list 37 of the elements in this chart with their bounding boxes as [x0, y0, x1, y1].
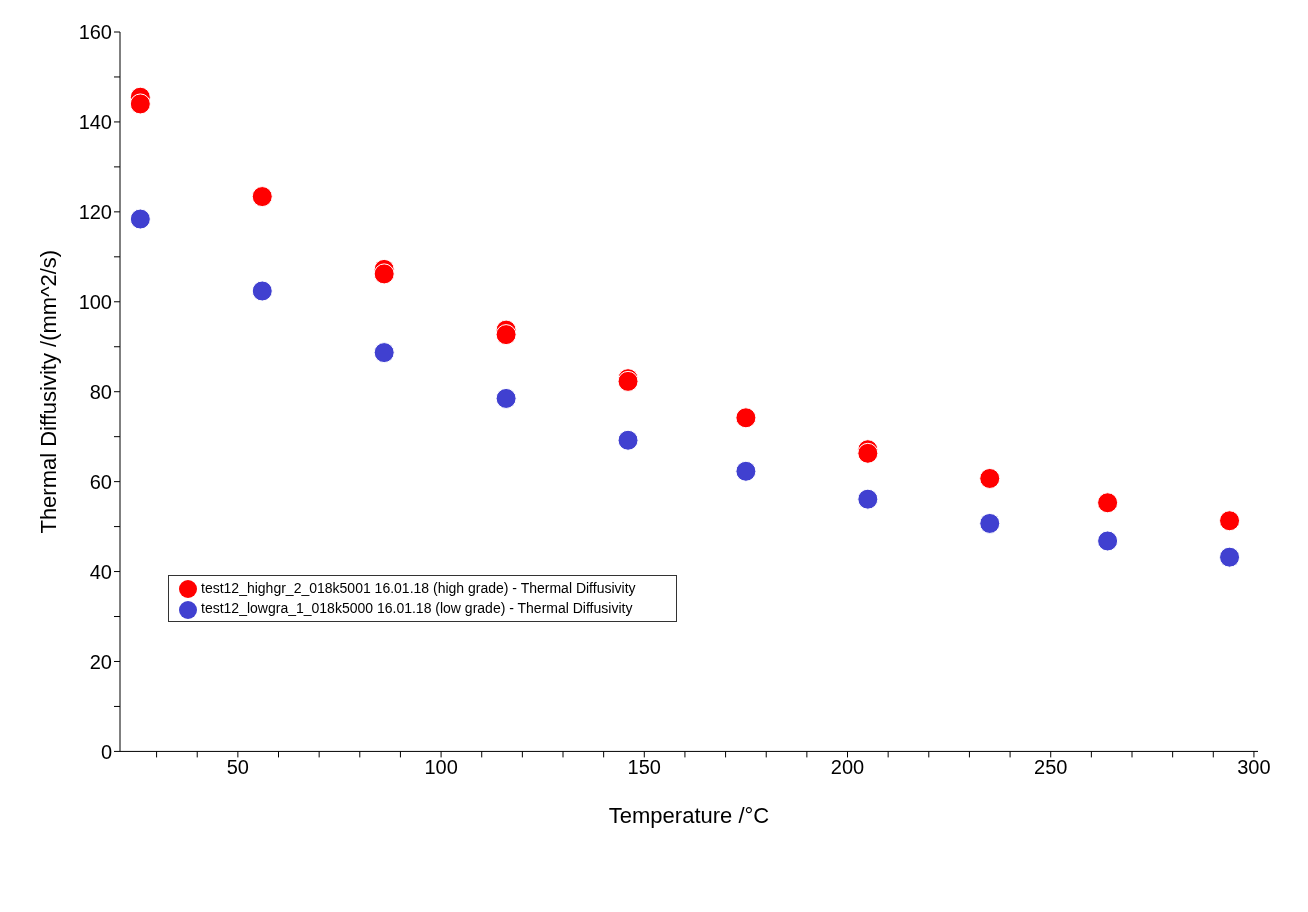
x-tick-label: 250	[1034, 755, 1068, 778]
point	[1097, 530, 1119, 552]
point	[129, 208, 151, 230]
x-axis-title: Temperature /°C	[608, 803, 770, 829]
legend-label: test12_lowgra_1_018k5000 16.01.18 (low grade) - Thermal Diffusivity	[201, 600, 633, 617]
point	[1219, 510, 1241, 532]
y-tick-label: 0	[100, 740, 112, 763]
point	[979, 512, 1001, 534]
y-tick-label: 160	[78, 21, 112, 44]
point	[1097, 492, 1119, 514]
point	[129, 93, 151, 115]
point	[979, 467, 1001, 489]
y-tick-label: 40	[89, 560, 112, 583]
x-tick-label: 50	[226, 755, 249, 778]
x-tick-label: 100	[424, 755, 458, 778]
point	[735, 460, 757, 482]
point	[735, 407, 757, 429]
point	[617, 429, 639, 451]
x-tick-label: 300	[1237, 755, 1271, 778]
y-tick-label: 20	[89, 650, 112, 673]
legend-label: test12_highgr_2_018k5001 16.01.18 (high grade) - Thermal Diffusivity	[201, 580, 636, 596]
y-tick-label: 140	[78, 111, 112, 134]
y-tick-label: 100	[78, 290, 112, 313]
point	[1219, 546, 1241, 568]
y-tick-label: 120	[78, 200, 112, 223]
point	[495, 387, 517, 409]
x-tick-label: 200	[830, 755, 865, 778]
x-tick-label: 150	[627, 755, 661, 778]
y-tick-label: 80	[89, 380, 112, 403]
point	[251, 280, 273, 302]
point	[857, 488, 879, 510]
point	[251, 186, 273, 208]
y-tick-label: 60	[89, 470, 112, 493]
point	[495, 324, 517, 346]
y-axis-title: Thermal Diffusivity /(mm^2/s)	[35, 249, 61, 534]
point	[373, 342, 395, 364]
point	[373, 263, 395, 285]
